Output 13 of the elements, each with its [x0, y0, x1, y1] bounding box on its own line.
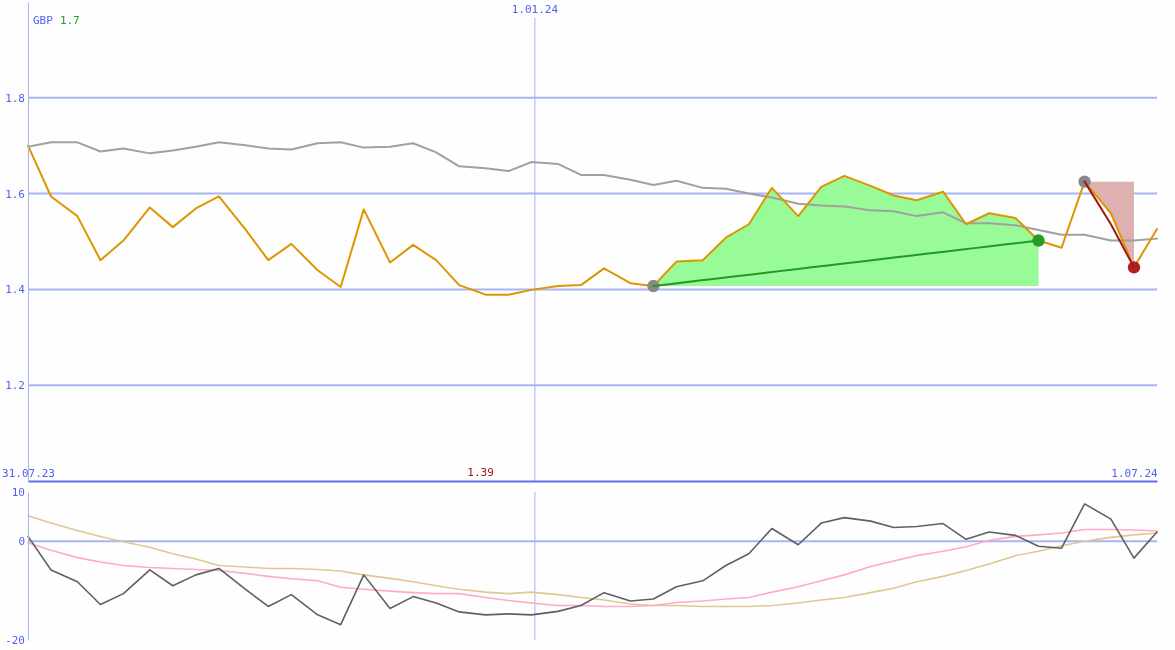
y-tick-label: -20 [5, 634, 25, 648]
y-tick-label: 1.6 [5, 187, 25, 201]
y-tick-label: 1.2 [5, 379, 25, 393]
annotation: 1.39 [467, 466, 494, 479]
y-tick-label: 0 [18, 535, 25, 549]
y-tick-label: 1.4 [5, 283, 26, 297]
y-tick-label: 1.8 [5, 91, 25, 105]
ref-line-label: 1.01.24 [511, 3, 559, 16]
x-tick-label: 1.07.24 [1111, 467, 1159, 480]
x-tick-label: 31.07.23 [2, 467, 55, 480]
y-axis-title: GBP [33, 14, 54, 27]
annotation: 1.7 [59, 14, 80, 27]
y-tick-label: 10 [11, 486, 25, 500]
